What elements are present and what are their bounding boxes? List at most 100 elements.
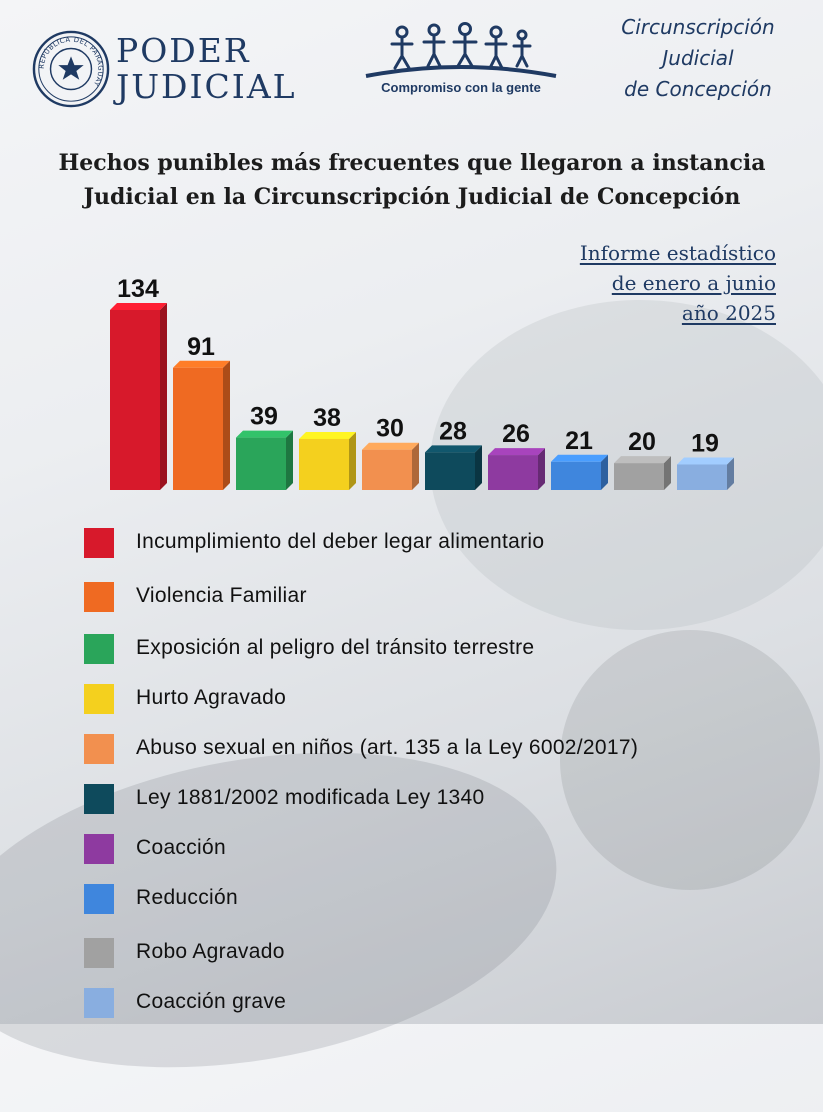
bar-front [551, 461, 601, 490]
legend-label: Violencia Familiar [136, 584, 307, 607]
bar-value-label: 30 [376, 415, 404, 443]
bar-front [425, 452, 475, 490]
legend-item: Robo Agravado [84, 938, 784, 970]
bar-6 [425, 445, 482, 490]
title-line-1: Hechos punibles más frecuentes que llega… [58, 150, 766, 176]
legend-item: Incumplimiento del deber legar alimentar… [84, 528, 784, 560]
bar-9 [614, 456, 671, 490]
bar-front [614, 463, 664, 490]
circ-line-1: Circunscripción [621, 15, 775, 39]
legend-swatch [84, 582, 114, 612]
people-group-icon [365, 22, 557, 78]
bar-top [110, 303, 167, 310]
bar-side [160, 303, 167, 490]
bar-front [299, 438, 349, 490]
title-line-2: Judicial en la Circunscripción Judicial … [83, 184, 741, 210]
legend-swatch [84, 988, 114, 1018]
legend-label: Robo Agravado [136, 940, 285, 963]
legend-swatch [84, 884, 114, 914]
bar-7 [488, 448, 545, 490]
circ-line-2: Judicial [662, 46, 734, 70]
bar-1 [110, 303, 167, 490]
bar-top [173, 360, 230, 368]
bar-front [362, 449, 412, 490]
informe-line-2: de enero a junio [611, 271, 776, 295]
legend-swatch [84, 684, 114, 714]
legend-item: Coacción [84, 834, 784, 866]
bar-top [488, 448, 545, 456]
bar-top [551, 454, 608, 462]
legend-label: Hurto Agravado [136, 686, 287, 709]
bar-value-label: 20 [628, 428, 656, 456]
bar-side [601, 454, 608, 490]
bar-5 [362, 442, 419, 490]
bar-side [223, 360, 230, 490]
national-seal-icon: REPÚBLICA DEL PARAGUAY [32, 30, 110, 108]
logo-word-poder: PODER [116, 31, 251, 70]
legend-swatch [84, 784, 114, 814]
bar-top [362, 442, 419, 450]
legend-swatch [84, 634, 114, 664]
legend-label: Ley 1881/2002 modificada Ley 1340 [136, 786, 485, 809]
circ-line-3: de Concepción [624, 77, 772, 101]
slogan-text: Compromiso con la gente [381, 80, 541, 95]
legend-label: Coacción [136, 836, 226, 859]
legend-item: Hurto Agravado [84, 684, 784, 716]
legend-label: Coacción grave [136, 990, 287, 1013]
bar-value-label: 39 [250, 403, 278, 431]
bar-top [677, 457, 734, 465]
bar-side [664, 456, 671, 490]
bar-value-label: 134 [117, 275, 159, 303]
poder-judicial-logo: REPÚBLICA DEL PARAGUAY PODER JUDICIAL [32, 28, 302, 112]
chart-legend: Incumplimiento del deber legar alimentar… [84, 522, 804, 1022]
legend-item: Violencia Familiar [84, 582, 784, 614]
bar-value-label: 26 [502, 420, 530, 448]
bar-4 [299, 431, 356, 490]
bar-value-label: 91 [187, 333, 215, 361]
bar-top [299, 431, 356, 439]
bar-front [488, 455, 538, 490]
bar-top [425, 445, 482, 453]
bar-side [475, 445, 482, 490]
bar-value-label: 21 [565, 427, 593, 455]
legend-swatch [84, 834, 114, 864]
bar-front [110, 310, 160, 490]
legend-item: Abuso sexual en niños (art. 135 a la Ley… [84, 734, 784, 766]
legend-label: Exposición al peligro del tránsito terre… [136, 636, 535, 659]
bar-side [538, 448, 545, 490]
chart-title: Hechos punibles más frecuentes que llega… [12, 146, 812, 214]
legend-swatch [84, 734, 114, 764]
compromiso-logo: Compromiso con la gente [362, 22, 560, 102]
informe-line-3: año 2025 [681, 301, 776, 325]
legend-item: Exposición al peligro del tránsito terre… [84, 634, 784, 666]
legend-item: Reducción [84, 884, 784, 916]
bar-top [614, 456, 671, 464]
bar-side [412, 442, 419, 490]
bar-2 [173, 360, 230, 490]
legend-item: Ley 1881/2002 modificada Ley 1340 [84, 784, 784, 816]
bar-front [173, 367, 223, 490]
legend-label: Reducción [136, 886, 238, 909]
bar-front [677, 464, 727, 490]
bar-side [727, 457, 734, 490]
legend-label: Abuso sexual en niños (art. 135 a la Ley… [136, 736, 639, 759]
report-period: Informe estadístico de enero a junio año… [508, 238, 776, 328]
bar-value-label: 38 [313, 404, 341, 432]
bar-3 [236, 430, 293, 490]
legend-swatch [84, 528, 114, 558]
legend-swatch [84, 938, 114, 968]
bar-value-label: 19 [691, 429, 719, 457]
bar-side [349, 431, 356, 490]
bar-top [236, 430, 293, 438]
informe-line-1: Informe estadístico [579, 241, 776, 265]
logo-word-judicial: JUDICIAL [116, 67, 297, 106]
bar-value-label: 28 [439, 417, 467, 445]
legend-item: Coacción grave [84, 988, 784, 1020]
bar-side [286, 430, 293, 490]
bar-8 [551, 454, 608, 490]
bar-10 [677, 457, 734, 490]
bar-front [236, 437, 286, 490]
legend-label: Incumplimiento del deber legar alimentar… [136, 530, 545, 553]
bar-chart: 134 91 39 38 30 28 26 21 20 19 [110, 275, 734, 490]
circunscripcion-heading: Circunscripción Judicial de Concepción [598, 12, 798, 105]
